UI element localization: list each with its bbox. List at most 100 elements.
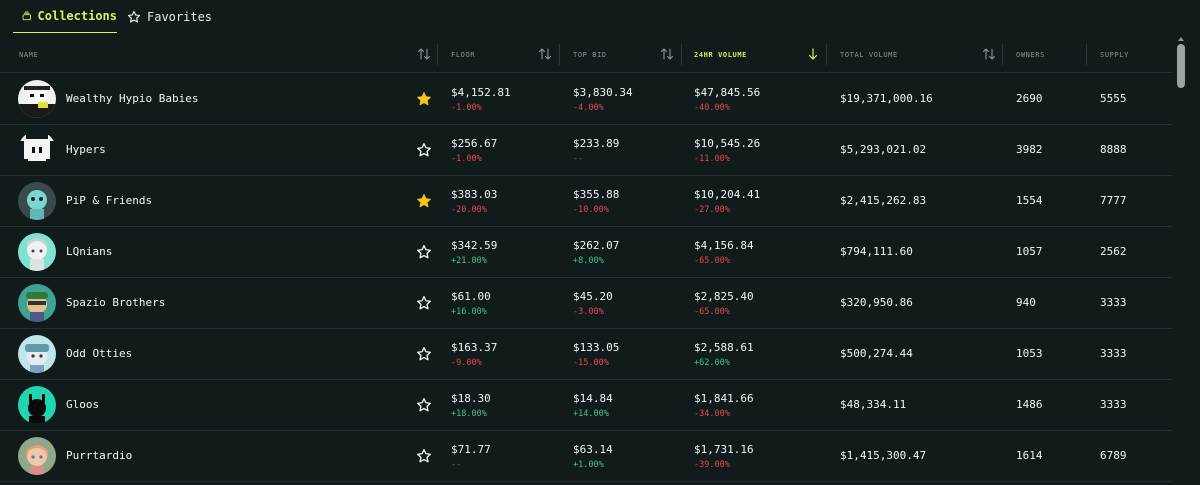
owners-count: 1486 — [1016, 398, 1043, 411]
volume-24h: $10,204.41 — [694, 188, 761, 201]
odd-otties-avatar-image — [18, 335, 56, 373]
table-row[interactable]: LQnians $342.59 +21.00% $262.07 +8.00% $… — [0, 227, 1172, 278]
collection-name[interactable]: LQnians — [66, 245, 113, 258]
scrollbar-thumb[interactable] — [1177, 44, 1185, 88]
tab-collections[interactable]: Collections — [13, 0, 117, 33]
top-bid-change: -10.00% — [573, 205, 609, 215]
floor-price: $383.03 — [451, 188, 498, 201]
collection-name[interactable]: Wealthy Hypio Babies — [66, 92, 199, 105]
top-bid-change: -- — [573, 154, 584, 164]
column-header-supply[interactable]: SUPPLY — [1100, 50, 1129, 59]
column-divider — [1002, 44, 1003, 65]
top-bid-change: -15.00% — [573, 358, 609, 368]
floor-change: -1.00% — [451, 154, 482, 164]
hypers-avatar-image — [18, 131, 56, 169]
gloos-avatar-image — [18, 386, 56, 424]
volume-24h: $4,156.84 — [694, 239, 754, 252]
collection-name[interactable]: Spazio Brothers — [66, 296, 166, 309]
total-volume: $794,111.60 — [840, 245, 913, 258]
column-divider — [437, 44, 438, 65]
floor-price: $61.00 — [451, 290, 491, 303]
star-outline-icon[interactable] — [416, 142, 432, 158]
purrtardio-avatar-image — [18, 437, 56, 475]
spazio-brothers-avatar-image — [18, 284, 56, 322]
table-row[interactable]: Hypers $256.67 -1.00% $233.89 -- $10,545… — [0, 125, 1172, 176]
column-header-name[interactable]: NAME — [19, 50, 39, 59]
table-row[interactable]: Gloos $18.30 +18.00% $14.84 +14.00% $1,8… — [0, 380, 1172, 431]
floor-change: +18.00% — [451, 409, 487, 419]
owners-count: 1057 — [1016, 245, 1043, 258]
total-volume: $2,415,262.83 — [840, 194, 927, 207]
table-row[interactable]: PiP & Friends $383.03 -20.00% $355.88 -1… — [0, 176, 1172, 227]
collection-name[interactable]: Gloos — [66, 398, 100, 411]
top-bid: $133.05 — [573, 341, 620, 354]
total-volume: $1,415,300.47 — [840, 449, 927, 462]
top-bid: $262.07 — [573, 239, 620, 252]
column-header-top-bid[interactable]: TOP BID — [573, 50, 607, 59]
star-outline-icon[interactable] — [416, 397, 432, 413]
supply-count: 3333 — [1100, 398, 1127, 411]
table-row[interactable]: Odd Otties $163.37 -9.00% $133.05 -15.00… — [0, 329, 1172, 380]
volume-24h: $2,825.40 — [694, 290, 754, 303]
hypio-baby-avatar-image — [18, 80, 56, 118]
owners-count: 2690 — [1016, 92, 1043, 105]
floor-price: $18.30 — [451, 392, 491, 405]
column-divider — [681, 44, 682, 65]
column-header-total-volume[interactable]: TOTAL VOLUME — [840, 50, 898, 59]
volume-24h-change: -11.00% — [694, 154, 730, 164]
top-bid: $355.88 — [573, 188, 620, 201]
star-outline-icon[interactable] — [416, 295, 432, 311]
star-filled-icon[interactable] — [416, 193, 432, 209]
star-outline-icon[interactable] — [416, 448, 432, 464]
collection-name[interactable]: PiP & Friends — [66, 194, 153, 207]
column-header-24hr-volume[interactable]: 24HR VOLUME — [694, 50, 747, 59]
supply-count: 6789 — [1100, 449, 1127, 462]
volume-24h: $1,731.16 — [694, 443, 754, 456]
collection-avatar — [18, 284, 56, 322]
volume-24h-change: +62.00% — [694, 358, 730, 368]
column-divider — [559, 44, 560, 65]
column-header-floor[interactable]: FLOOR — [451, 50, 476, 59]
tab-favorites[interactable]: Favorites — [125, 0, 212, 33]
scrollbar-track[interactable] — [1176, 36, 1186, 485]
star-outline-icon[interactable] — [416, 346, 432, 362]
column-divider — [1086, 44, 1087, 65]
volume-24h-change: -65.00% — [694, 256, 730, 266]
collection-avatar — [18, 335, 56, 373]
collection-name[interactable]: Hypers — [66, 143, 106, 156]
floor-change: -1.00% — [451, 103, 482, 113]
scroll-up-arrow-icon[interactable] — [1178, 37, 1184, 41]
volume-24h-change: -39.00% — [694, 460, 730, 470]
supply-count: 3333 — [1100, 296, 1127, 309]
owners-count: 940 — [1016, 296, 1036, 309]
table-row[interactable]: Wealthy Hypio Babies $4,152.81 -1.00% $3… — [0, 74, 1172, 125]
sort-both-icon[interactable] — [538, 47, 552, 61]
top-bid: $45.20 — [573, 290, 613, 303]
owners-count: 1614 — [1016, 449, 1043, 462]
top-bid-change: +14.00% — [573, 409, 609, 419]
sort-both-icon[interactable] — [982, 47, 996, 61]
sort-both-icon[interactable] — [660, 47, 674, 61]
column-divider — [826, 44, 827, 65]
collection-name[interactable]: Odd Otties — [66, 347, 133, 360]
supply-count: 3333 — [1100, 347, 1127, 360]
column-header-owners[interactable]: OWNERS — [1016, 50, 1045, 59]
sort-descending-icon[interactable] — [806, 47, 820, 61]
table-row[interactable]: Purrtardio $71.77 -- $63.14 +1.00% $1,73… — [0, 431, 1172, 482]
volume-24h-change: -27.00% — [694, 205, 730, 215]
star-outline-icon[interactable] — [416, 244, 432, 260]
floor-price: $4,152.81 — [451, 86, 511, 99]
floor-price: $163.37 — [451, 341, 498, 354]
tab-favorites-label: Favorites — [147, 9, 213, 24]
top-bid: $233.89 — [573, 137, 620, 150]
star-filled-icon[interactable] — [416, 91, 432, 107]
view-tabs: Collections Favorites — [0, 0, 1200, 34]
star-outline-icon — [127, 10, 141, 23]
top-bid-change: +1.00% — [573, 460, 604, 470]
floor-change: -20.00% — [451, 205, 487, 215]
collection-name[interactable]: Purrtardio — [66, 449, 133, 462]
top-bid-change: -4.00% — [573, 103, 604, 113]
table-row[interactable]: Spazio Brothers $61.00 +16.00% $45.20 -3… — [0, 278, 1172, 329]
sort-both-icon[interactable] — [417, 47, 431, 61]
top-bid-change: -3.00% — [573, 307, 604, 317]
